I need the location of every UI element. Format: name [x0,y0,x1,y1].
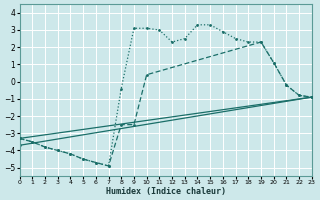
X-axis label: Humidex (Indice chaleur): Humidex (Indice chaleur) [106,187,226,196]
